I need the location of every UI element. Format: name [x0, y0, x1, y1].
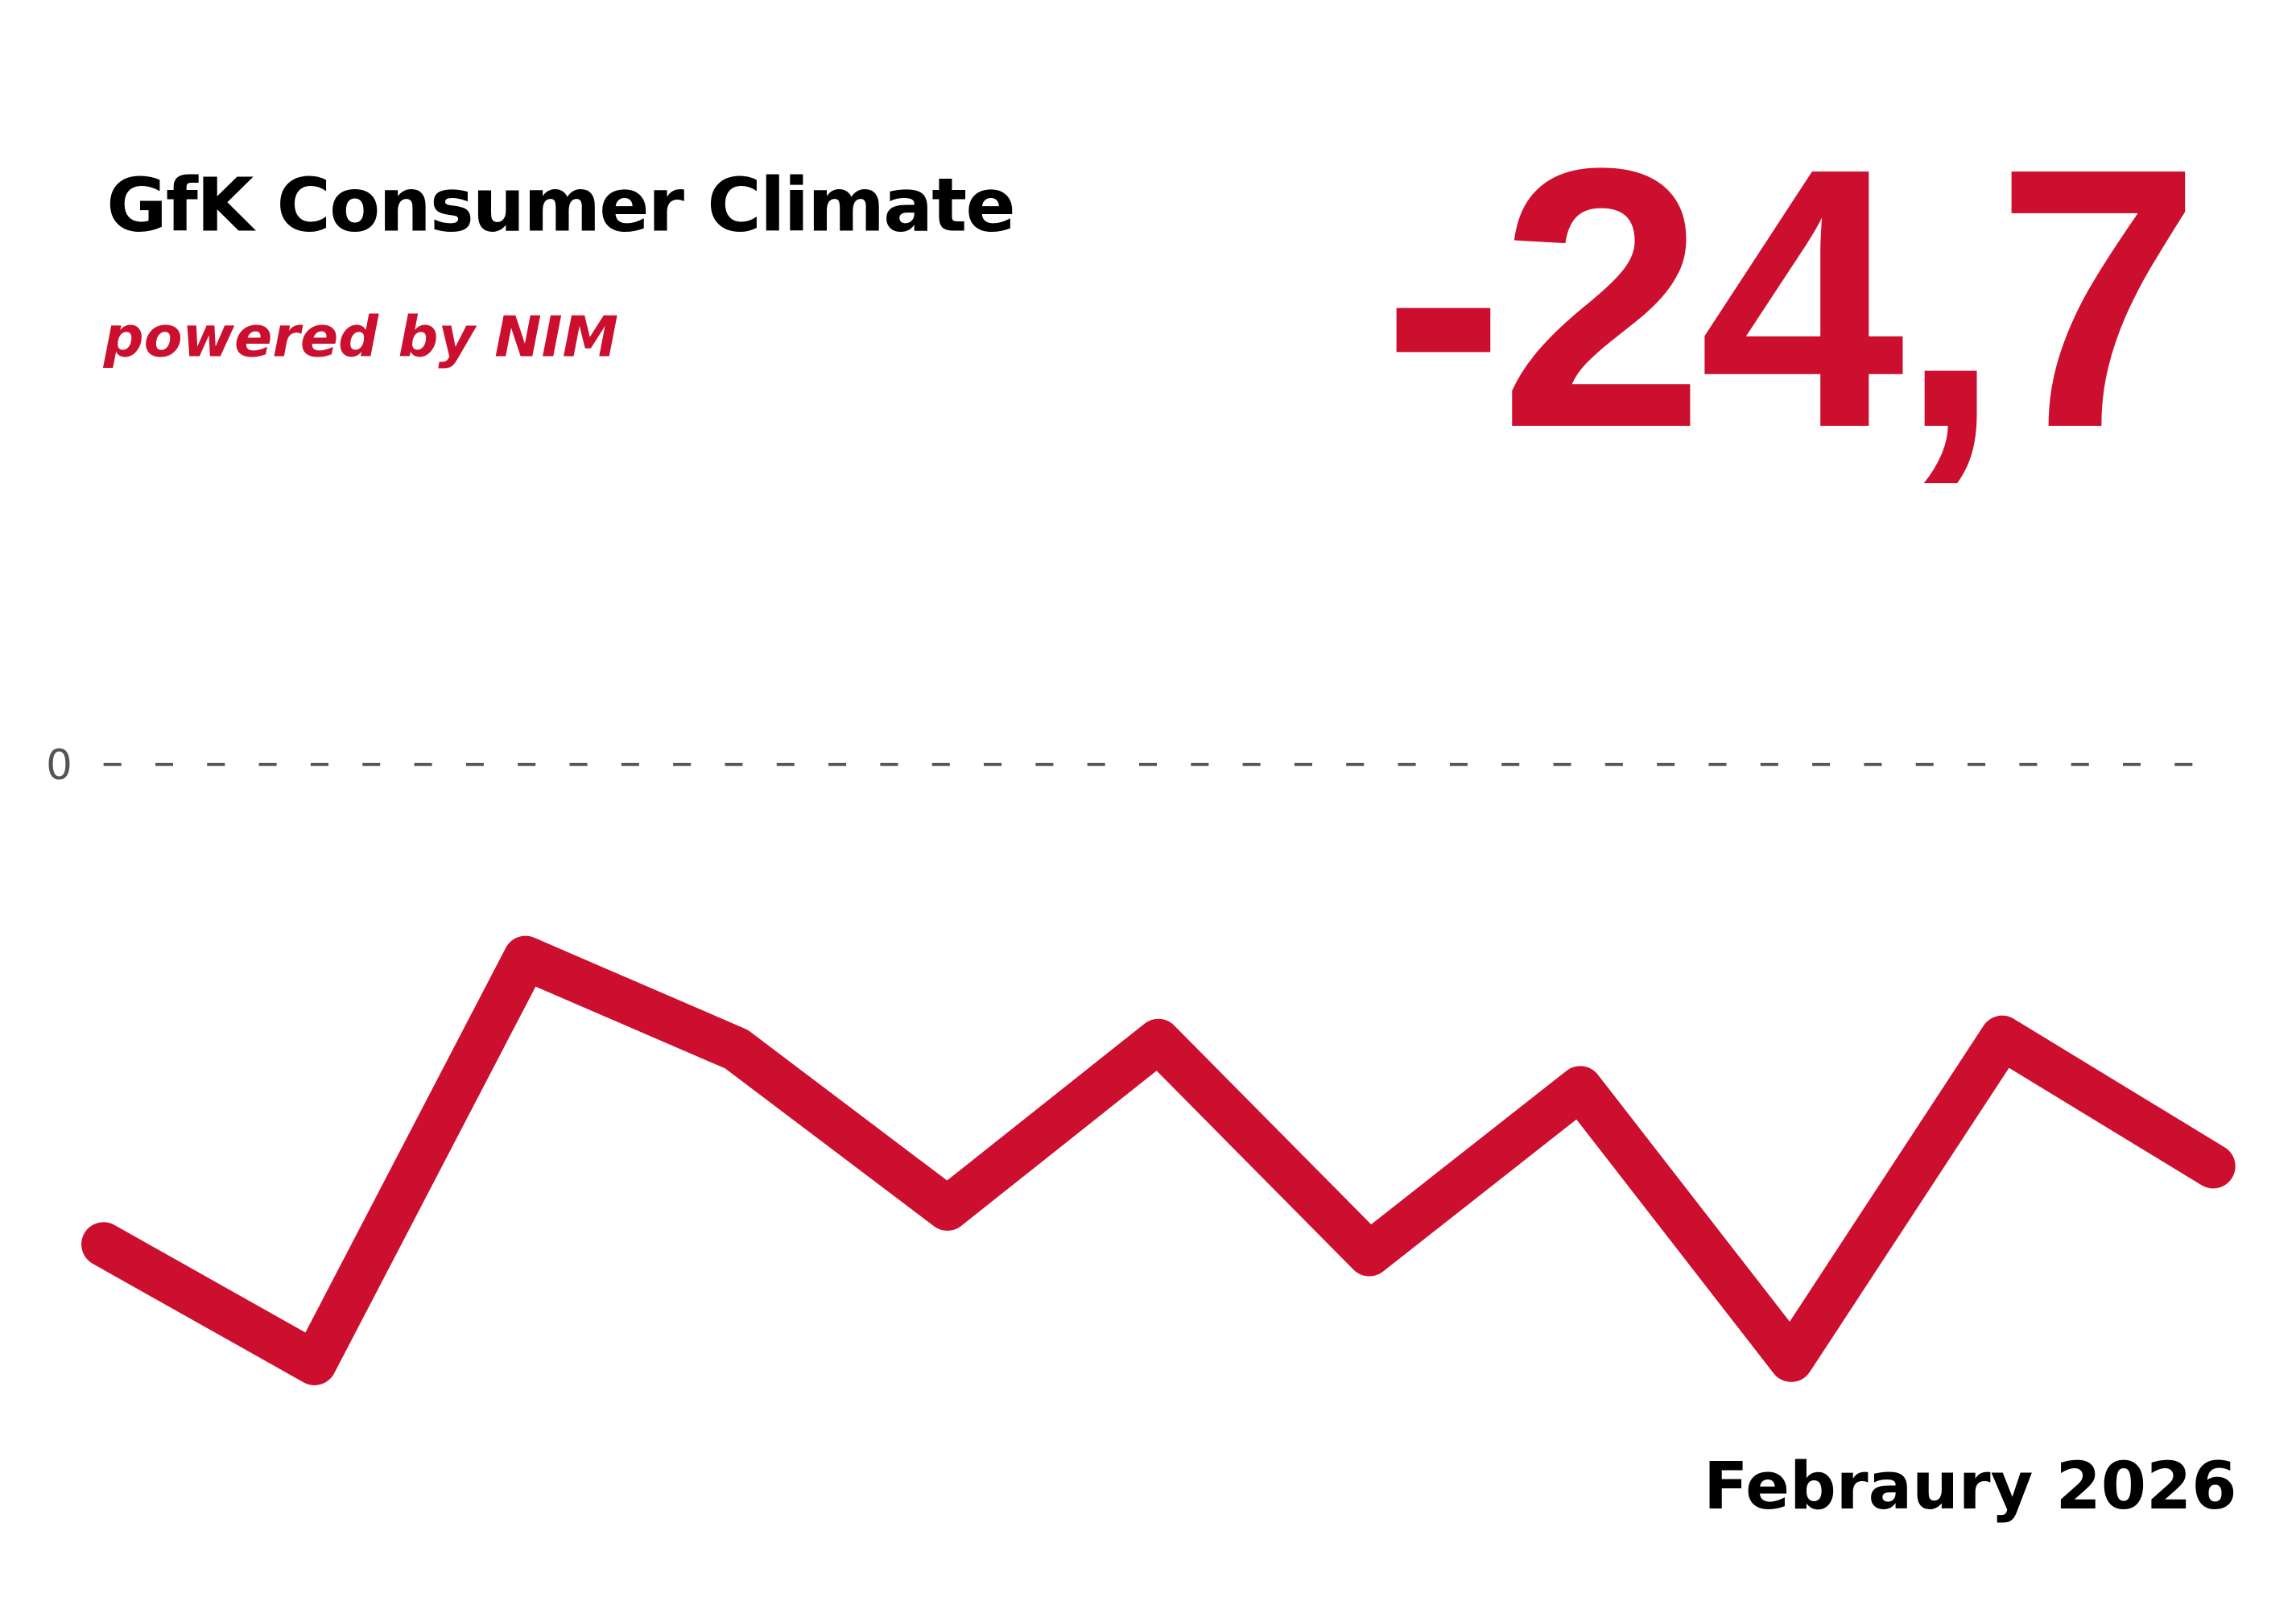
- data-line: [81, 935, 2236, 1385]
- date-label: Febraury 2026: [1703, 1449, 2236, 1525]
- chart-subtitle: powered by NIM: [103, 305, 618, 370]
- y-tick-label: 0: [46, 741, 72, 790]
- chart-title: GfK Consumer Climate: [106, 163, 1014, 249]
- headline-value: -24,7: [1382, 92, 2195, 505]
